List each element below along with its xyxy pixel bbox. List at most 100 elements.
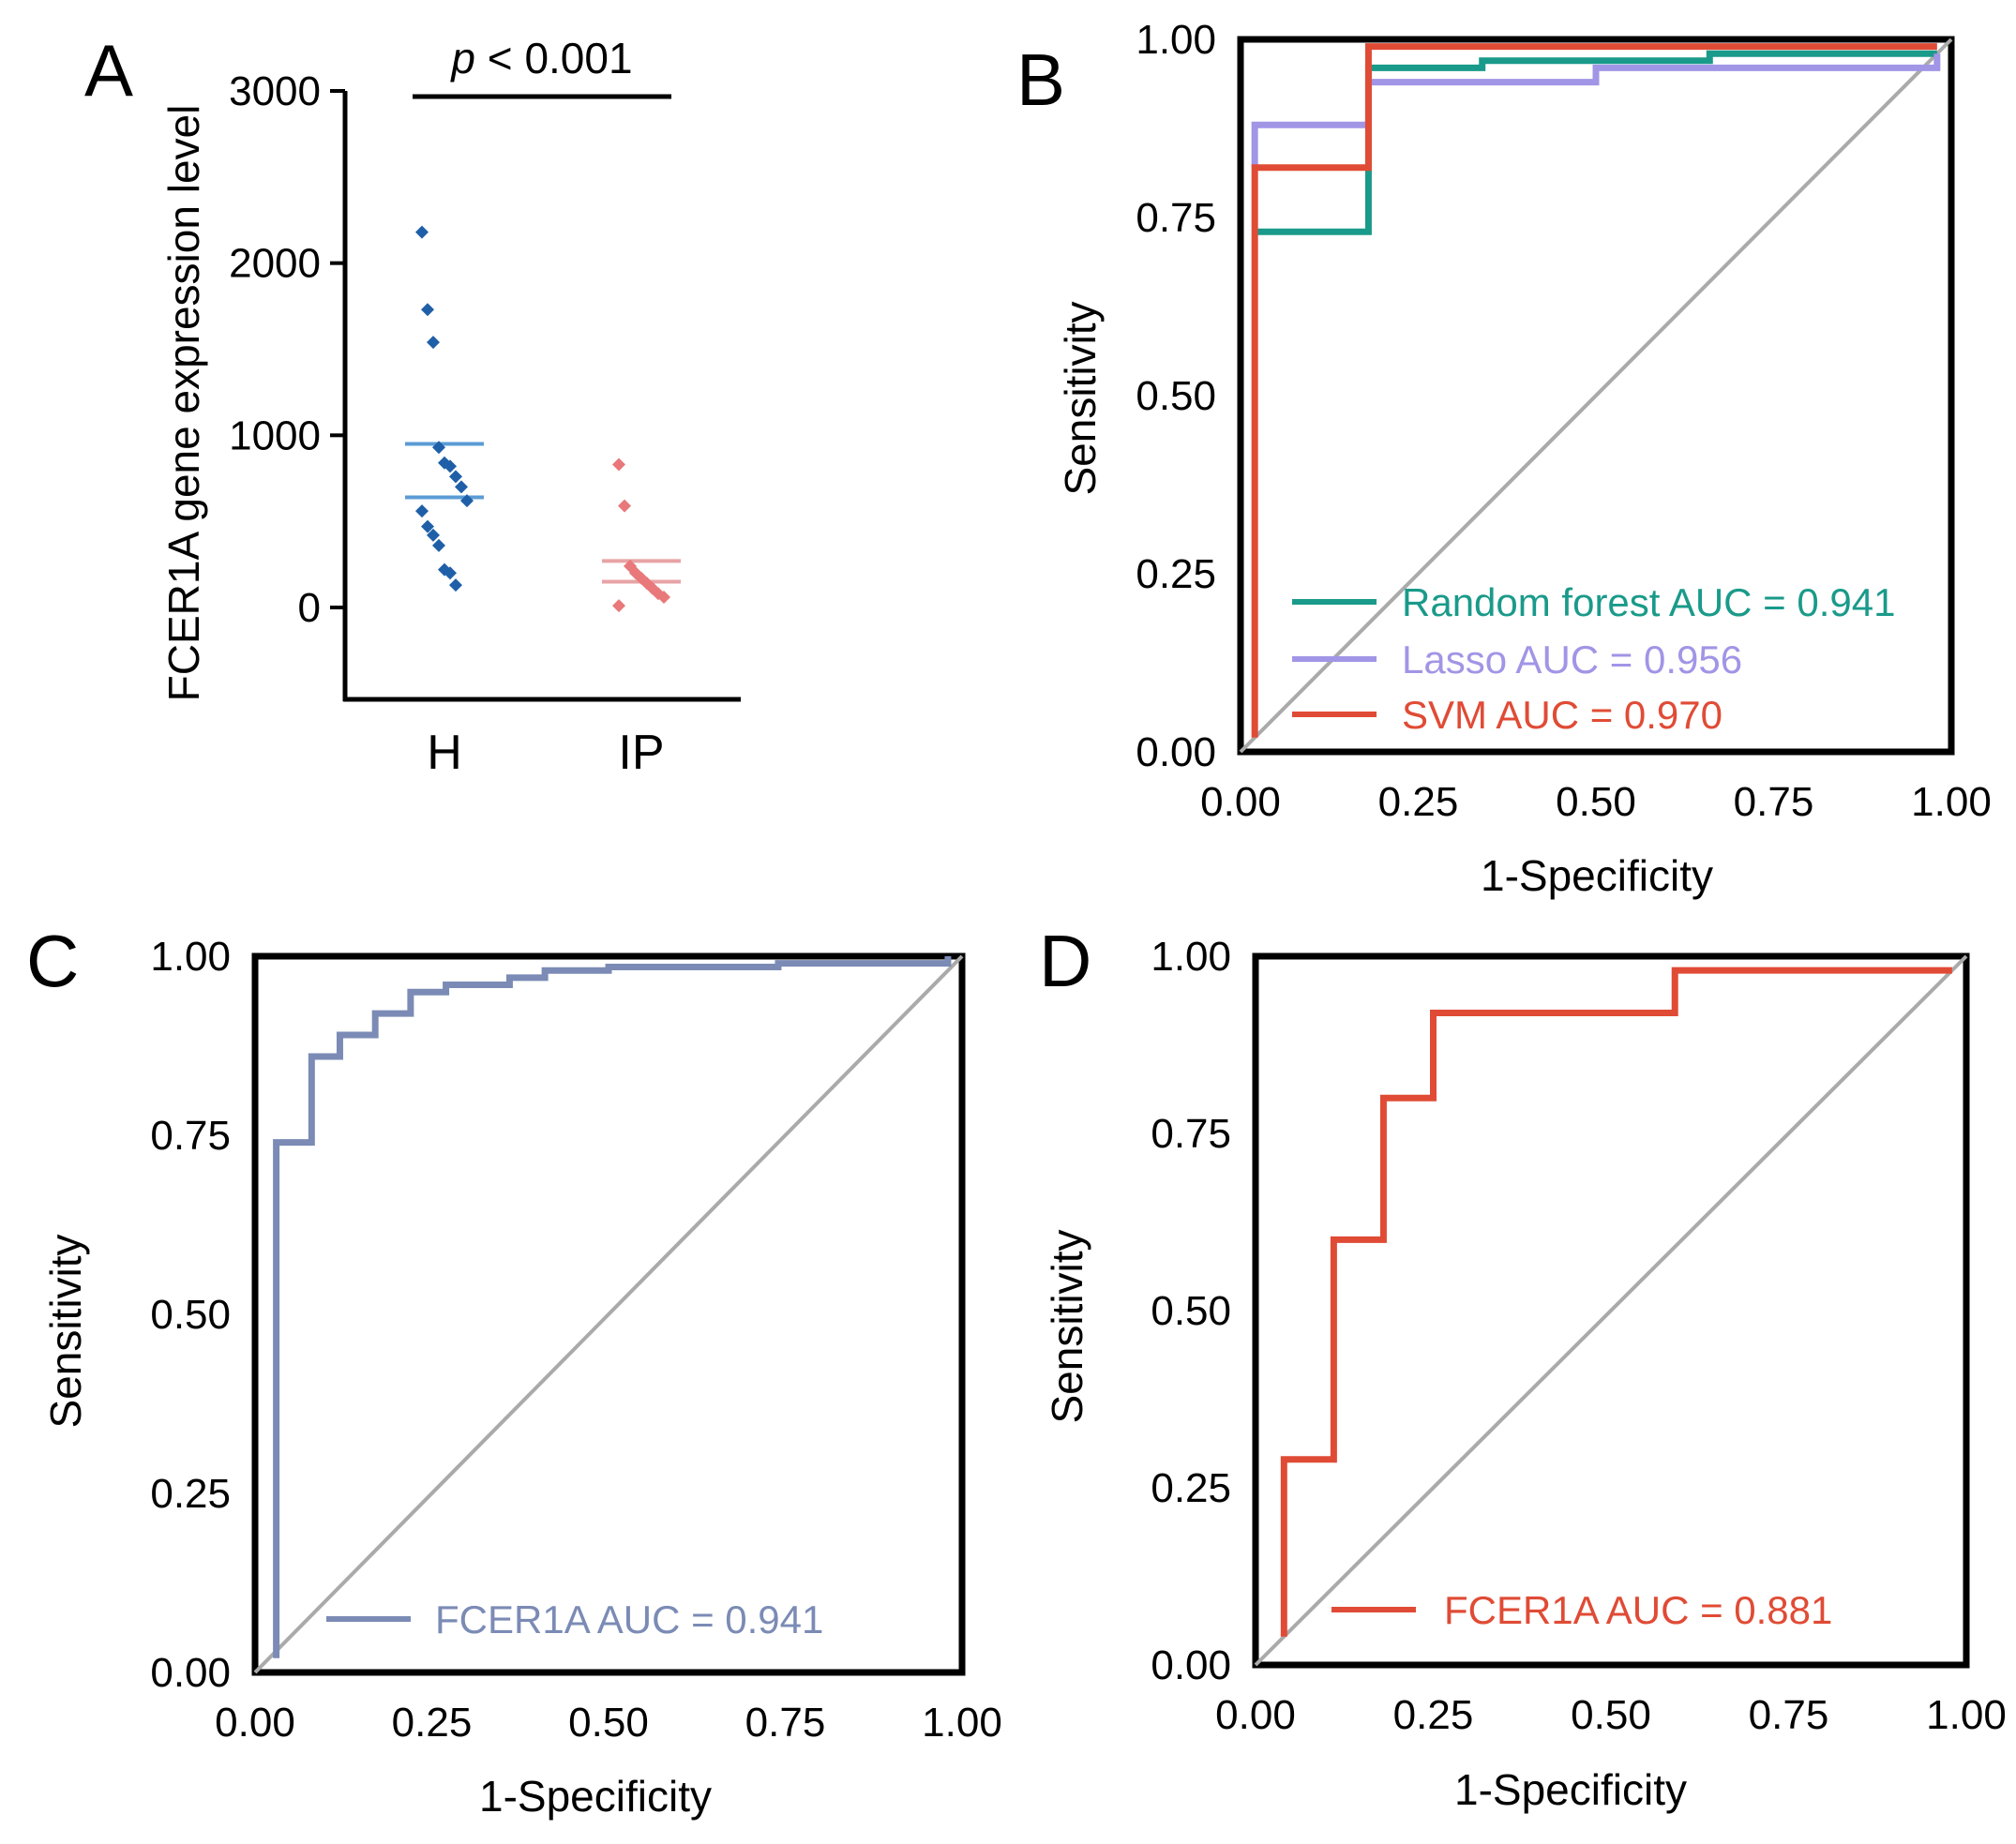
panel-c-x-tick-label: 0.00	[215, 1700, 295, 1746]
panel-a-y-tick-label: 1000	[229, 412, 321, 458]
panel-d-y-axis-label: Sensitivity	[1043, 1229, 1091, 1423]
panel-b-roc-curve-2	[1251, 53, 1941, 168]
panel-d-ticks: 0.000.00 0.25 0.25 0.50 0.50 0.75 0.75 1.00 1.00	[1151, 934, 2006, 1738]
panel-d-x-tick-label: 0.25	[1393, 1692, 1474, 1738]
panel-b-roc-curve-1	[1255, 50, 1937, 235]
panel-a-y-tick-label: 2000	[229, 241, 321, 287]
panel-letter-c: C	[26, 920, 79, 1002]
panel-a-y-axis-label: FCER1A gene expression level	[159, 105, 208, 702]
panel-b-y-tick-label: 0.75	[1136, 195, 1216, 241]
panel-a-y-tick-label: 0	[298, 585, 321, 631]
panel-a-point	[455, 480, 468, 494]
panel-b-y-tick-label: 1.00	[1136, 17, 1216, 63]
panel-a-point	[449, 578, 462, 592]
panel-d-y-tick-label: 0.00	[1151, 1642, 1231, 1688]
p-value-text: < 0.001	[475, 34, 633, 82]
panel-c-x-axis-label: 1-Specificity	[479, 1772, 712, 1821]
panel-a-point	[415, 225, 429, 239]
panel-c-roc-curves	[273, 956, 952, 1658]
panel-b-y-tick-label: 0.50	[1136, 373, 1216, 419]
panel-c-y-tick-label: 0.50	[150, 1292, 231, 1338]
panel-d-x-axis-label: 1-Specificity	[1454, 1765, 1687, 1814]
panel-b-y-tick-label: 0.25	[1136, 551, 1216, 597]
panel-d-x-tick-label: 0.75	[1749, 1692, 1829, 1738]
panel-c-frame	[251, 952, 966, 1676]
panel-b-x-tick-label: 1.00	[1911, 779, 1992, 825]
panel-c-x-tick-label: 0.25	[392, 1700, 473, 1746]
panel-b-x-tick-label: 0.25	[1378, 779, 1459, 825]
panel-b-x-tick-label: 0.50	[1556, 779, 1636, 825]
panel-a-point	[618, 499, 631, 513]
panel-d: D Sensitivity 1-Specificity 0.000.00 0.25…	[1039, 920, 2007, 1814]
panel-b-roc-curve-3	[1251, 43, 1937, 738]
panel-c-x-tick-label: 0.75	[745, 1700, 826, 1746]
panel-a-point	[421, 303, 434, 317]
panel-a-point	[427, 336, 440, 350]
panel-b-x-tick-label: 0.75	[1734, 779, 1814, 825]
panel-b: B Sensitivity 1-Specificity 0.000.00 0.25…	[1016, 17, 1992, 900]
panel-a-points	[415, 225, 670, 613]
panel-b-x-axis-label: 1-Specificity	[1481, 851, 1713, 900]
panel-c-roc-curve-1	[273, 956, 952, 1658]
panel-c-diagonal	[253, 954, 964, 1674]
panel-c-y-tick-label: 1.00	[150, 934, 231, 980]
panel-c-y-axis-label: Sensitivity	[41, 1234, 90, 1428]
panel-d-x-tick-label: 0.50	[1571, 1692, 1651, 1738]
panel-a-point	[415, 504, 429, 518]
legend-label-svm: SVM AUC = 0.970	[1402, 693, 1723, 737]
panel-d-legend: FCER1A AUC = 0.881	[1331, 1588, 1832, 1632]
panel-b-y-tick-label: 0.00	[1136, 729, 1216, 775]
legend-label-lasso: Lasso AUC = 0.956	[1402, 637, 1742, 682]
panel-b-x-tick-label: 0.00	[1200, 779, 1281, 825]
panel-a-point	[460, 494, 474, 508]
panel-a-point	[444, 459, 457, 473]
panel-a-point	[421, 519, 434, 533]
p-value-symbol: p	[449, 34, 475, 82]
panel-a-point	[427, 528, 440, 542]
panel-letter-b: B	[1016, 38, 1065, 121]
panel-a: A FCER1A gene expression level 0 1000 2000…	[84, 29, 741, 780]
panel-d-x-tick-label: 0.00	[1215, 1692, 1296, 1738]
panel-c: C Sensitivity 1-Specificity 0.000.00 0.25…	[26, 920, 1002, 1821]
panel-a-y-ticks: 0 1000 2000 3000	[229, 68, 345, 631]
panel-a-category-ip: IP	[618, 726, 664, 780]
legend-label-fcer1a: FCER1A AUC = 0.941	[435, 1597, 823, 1642]
panel-d-y-tick-label: 0.25	[1151, 1465, 1231, 1511]
panel-c-x-tick-label: 0.50	[568, 1700, 649, 1746]
panel-letter-a: A	[84, 29, 133, 112]
panel-letter-d: D	[1039, 920, 1091, 1002]
panel-b-frame	[1237, 36, 1955, 756]
panel-c-legend: FCER1A AUC = 0.941	[326, 1597, 823, 1642]
panel-b-ticks: 0.000.00 0.25 0.25 0.50 0.50 0.75 0.75 1.00 1.00	[1136, 17, 1991, 825]
panel-d-y-tick-label: 0.75	[1151, 1111, 1231, 1157]
panel-a-y-tick-label: 3000	[229, 68, 321, 114]
panel-a-point	[432, 538, 445, 552]
panel-c-ticks: 0.000.00 0.25 0.25 0.50 0.50 0.75 0.75 1.00 1.00	[150, 934, 1001, 1746]
panel-d-roc-curves	[1280, 967, 1952, 1637]
panel-c-x-tick-label: 1.00	[922, 1700, 1002, 1746]
panel-a-point	[612, 457, 625, 472]
panel-c-y-tick-label: 0.75	[150, 1113, 231, 1159]
panel-c-y-tick-label: 0.00	[150, 1650, 231, 1696]
panel-c-y-tick-label: 0.25	[150, 1471, 231, 1517]
legend-label-random-forest: Random forest AUC = 0.941	[1402, 580, 1895, 624]
panel-a-point	[612, 599, 625, 613]
panel-d-roc-curve-1	[1280, 967, 1952, 1637]
panel-d-x-tick-label: 1.00	[1926, 1692, 2007, 1738]
panel-a-category-h: H	[427, 726, 462, 780]
legend-label-fcer1a: FCER1A AUC = 0.881	[1444, 1588, 1832, 1632]
panel-a-point	[444, 566, 457, 580]
panel-d-diagonal	[1254, 954, 1968, 1667]
panel-b-diagonal	[1239, 37, 1953, 754]
panel-d-y-tick-label: 0.50	[1151, 1288, 1231, 1334]
panel-b-roc-curves	[1251, 43, 1941, 738]
panel-b-y-axis-label: Sensitivity	[1056, 301, 1105, 495]
panel-b-legend: Random forest AUC = 0.941 Lasso AUC = 0.…	[1292, 580, 1895, 737]
panel-d-y-tick-label: 1.00	[1151, 934, 1231, 980]
panel-a-point	[449, 470, 462, 484]
panel-a-point	[432, 441, 445, 455]
panel-a-p-value: p < 0.001	[449, 34, 632, 82]
panel-d-frame	[1252, 952, 1970, 1669]
panel-a-point	[657, 590, 670, 604]
